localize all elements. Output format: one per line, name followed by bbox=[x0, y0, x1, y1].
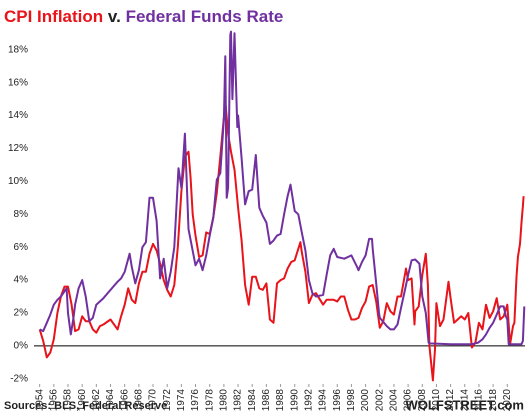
x-tick-label: 1956 bbox=[48, 389, 59, 412]
x-tick-label: 1968 bbox=[134, 389, 145, 412]
x-tick-label: 1986 bbox=[261, 389, 272, 412]
x-tick-label: 2006 bbox=[403, 389, 414, 412]
title-series-a: CPI Inflation bbox=[4, 7, 103, 26]
x-tick-label: 1988 bbox=[275, 389, 286, 412]
x-tick-label: 2010 bbox=[431, 389, 442, 412]
x-tick-label: 1998 bbox=[346, 389, 357, 412]
x-tick-label: 2002 bbox=[374, 389, 385, 412]
x-tick-label: 2000 bbox=[360, 389, 371, 412]
x-tick-label: 1974 bbox=[176, 389, 187, 412]
y-tick-label: 16% bbox=[8, 77, 28, 88]
x-tick-label: 2012 bbox=[445, 389, 456, 412]
x-tick-label: 1970 bbox=[148, 389, 159, 412]
x-tick-label: 2016 bbox=[474, 389, 485, 412]
y-tick-label: 6% bbox=[14, 242, 29, 253]
x-tick-label: 1992 bbox=[304, 389, 315, 412]
series-line bbox=[38, 104, 525, 382]
series-line bbox=[39, 30, 526, 346]
x-tick-label: 1966 bbox=[119, 389, 130, 412]
y-tick-label: 10% bbox=[8, 176, 28, 187]
brand: WOLFSTREET.com bbox=[406, 397, 524, 412]
y-tick-label: -2% bbox=[10, 373, 28, 384]
source: Sources: BLS, Federal Reserve bbox=[4, 400, 167, 412]
x-tick-label: 2004 bbox=[389, 389, 400, 412]
x-tick-label: 2020 bbox=[502, 389, 513, 412]
x-tick-label: 1958 bbox=[63, 389, 74, 412]
x-tick-label: 1984 bbox=[247, 389, 258, 412]
x-tick-label: 1994 bbox=[318, 389, 329, 412]
x-tick-label: 1996 bbox=[332, 389, 343, 412]
x-tick-label: 1972 bbox=[162, 389, 173, 412]
y-tick-label: 2% bbox=[14, 308, 29, 319]
y-tick-label: 8% bbox=[14, 209, 29, 220]
x-tick-label: 1954 bbox=[34, 389, 45, 412]
x-tick-label: 1990 bbox=[289, 389, 300, 412]
x-tick-label: 1964 bbox=[105, 389, 116, 412]
x-tick-label: 1978 bbox=[204, 389, 215, 412]
y-tick-label: 12% bbox=[8, 143, 28, 154]
x-tick-label: 1960 bbox=[77, 389, 88, 412]
x-tick-label: 1980 bbox=[219, 389, 230, 412]
x-tick-label: 1976 bbox=[190, 389, 201, 412]
x-tick-label: 1982 bbox=[233, 389, 244, 412]
x-tick-label: 2018 bbox=[488, 389, 499, 412]
y-tick-label: 18% bbox=[8, 44, 28, 55]
y-tick-label: 4% bbox=[14, 275, 29, 286]
x-tick-label: 2014 bbox=[459, 389, 470, 412]
y-tick-label: 14% bbox=[8, 110, 28, 121]
chart-title: CPI Inflation v. Federal Funds Rate bbox=[4, 7, 283, 26]
x-tick-label: 2008 bbox=[417, 389, 428, 412]
title-series-b: Federal Funds Rate bbox=[126, 7, 284, 26]
title-connector: v. bbox=[108, 7, 121, 26]
y-tick-label: 0% bbox=[14, 341, 29, 352]
x-tick-label: 1962 bbox=[91, 389, 102, 412]
